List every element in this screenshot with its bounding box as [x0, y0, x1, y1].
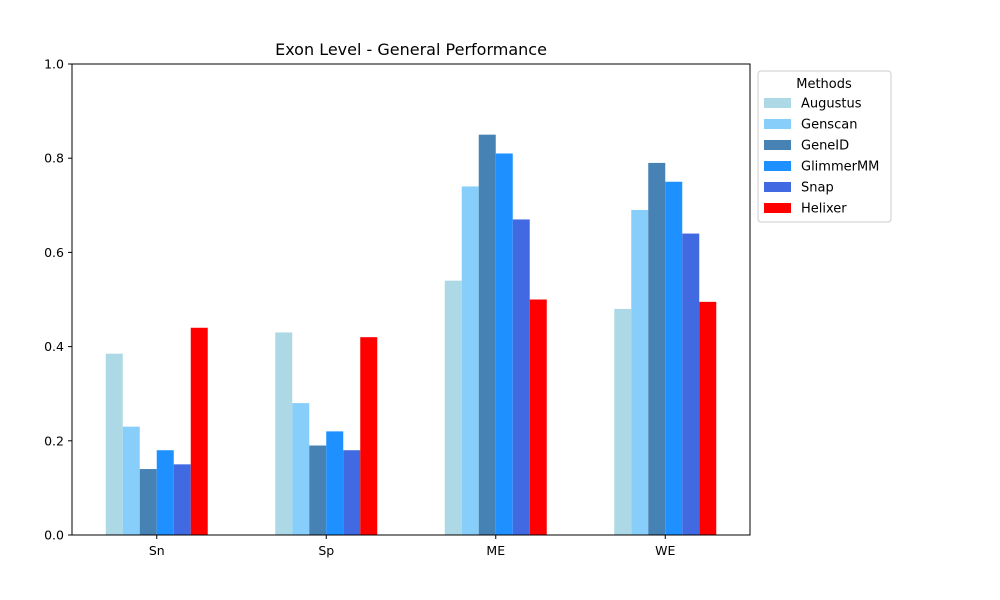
x-tick-label: ME [486, 543, 505, 558]
legend-frame [757, 70, 892, 223]
y-tick-label: 0.4 [44, 339, 64, 354]
bar-snap-we [682, 233, 700, 535]
y-tick-label: 0.2 [44, 433, 64, 448]
legend-swatch-genscan [764, 119, 791, 129]
x-tick-label: Sp [318, 543, 334, 558]
legend-label-glimmermm: GlimmerMM [801, 160, 879, 175]
legend-swatch-helixer [764, 203, 791, 213]
y-tick-label: 0.0 [44, 528, 64, 543]
x-axis: Sn Sp ME WE [149, 535, 675, 558]
y-tick-label: 1.0 [44, 57, 64, 72]
chart-title: Exon Level - General Performance [275, 40, 547, 59]
legend-label-snap: Snap [801, 181, 834, 196]
legend-swatch-geneid [764, 140, 791, 150]
legend: Methods Augustus Genscan GeneID GlimmerMM Sn… [757, 70, 892, 223]
bar-snap-sp [343, 450, 361, 535]
legend-swatch-snap [764, 182, 791, 192]
bar-helixer-me [529, 299, 547, 535]
bar-glimmermm-we [665, 181, 683, 535]
bar-genscan-sn [122, 426, 140, 535]
bar-augustus-me [444, 280, 462, 535]
bar-genscan-me [461, 186, 479, 535]
bar-helixer-we [699, 301, 717, 535]
bar-helixer-sp [360, 337, 378, 535]
bar-augustus-sp [275, 332, 293, 535]
legend-swatch-augustus [764, 98, 791, 108]
y-tick-label: 0.6 [44, 245, 64, 260]
legend-swatch-glimmermm [764, 161, 791, 171]
bar-augustus-sn [105, 353, 123, 535]
y-axis: 0.0 0.2 0.4 0.6 0.8 1.0 [44, 57, 72, 543]
bar-snap-me [512, 219, 530, 535]
bar-geneid-we [648, 162, 666, 535]
legend-label-genscan: Genscan [801, 118, 857, 133]
plot-frame [71, 63, 751, 536]
bars-group [105, 134, 717, 536]
bar-augustus-we [614, 308, 632, 535]
bar-genscan-sp [292, 403, 310, 535]
bar-geneid-sn [139, 469, 157, 535]
x-tick-label: Sn [149, 543, 165, 558]
bar-geneid-me [478, 134, 496, 535]
bar-geneid-sp [309, 445, 327, 535]
bar-glimmermm-me [495, 153, 513, 536]
y-tick-label: 0.8 [44, 151, 64, 166]
x-tick-label: WE [655, 543, 675, 558]
legend-label-augustus: Augustus [801, 97, 862, 112]
bar-genscan-we [631, 210, 649, 535]
bar-glimmermm-sn [156, 450, 174, 535]
legend-label-geneid: GeneID [801, 139, 849, 154]
bar-snap-sn [173, 464, 191, 535]
legend-title: Methods [796, 77, 852, 92]
bar-glimmermm-sp [326, 431, 344, 535]
legend-label-helixer: Helixer [801, 202, 847, 217]
bar-helixer-sn [190, 327, 208, 535]
